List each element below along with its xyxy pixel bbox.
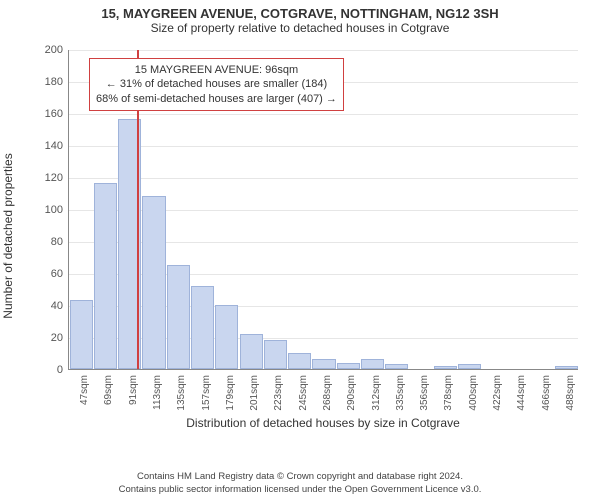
x-tick: 312sqm bbox=[371, 375, 382, 411]
bar bbox=[458, 364, 481, 369]
bar bbox=[361, 359, 384, 369]
bar bbox=[337, 363, 360, 369]
bar bbox=[434, 366, 457, 369]
bar bbox=[94, 183, 117, 369]
x-tick: 268sqm bbox=[322, 375, 333, 411]
y-tick: 40 bbox=[51, 300, 69, 312]
x-tick: 400sqm bbox=[468, 375, 479, 411]
footer-attribution: Contains HM Land Registry data © Crown c… bbox=[10, 471, 590, 496]
gridline bbox=[69, 50, 578, 51]
x-tick: 245sqm bbox=[298, 375, 309, 411]
bar bbox=[70, 300, 93, 369]
bar bbox=[215, 305, 238, 369]
bar bbox=[385, 364, 408, 369]
annot-line2: ← 31% of detached houses are smaller (18… bbox=[96, 77, 337, 91]
x-tick: 488sqm bbox=[565, 375, 576, 411]
gridline bbox=[69, 178, 578, 179]
y-tick: 180 bbox=[45, 76, 69, 88]
x-tick: 422sqm bbox=[492, 375, 503, 411]
y-tick: 200 bbox=[45, 44, 69, 56]
x-tick: 69sqm bbox=[103, 375, 114, 405]
bar bbox=[312, 359, 335, 369]
y-axis-label: Number of detached properties bbox=[1, 153, 15, 318]
y-tick: 100 bbox=[45, 204, 69, 216]
y-tick: 160 bbox=[45, 108, 69, 120]
bar bbox=[142, 196, 165, 369]
x-tick: 113sqm bbox=[152, 375, 163, 410]
x-tick: 466sqm bbox=[541, 375, 552, 411]
gridline bbox=[69, 114, 578, 115]
annotation-box: 15 MAYGREEN AVENUE: 96sqm ← 31% of detac… bbox=[89, 58, 344, 111]
y-tick: 0 bbox=[57, 364, 69, 376]
footer-line2: Contains public sector information licen… bbox=[10, 484, 590, 496]
x-tick: 378sqm bbox=[443, 375, 454, 411]
bar bbox=[264, 340, 287, 369]
x-tick: 179sqm bbox=[225, 375, 236, 411]
x-tick: 135sqm bbox=[176, 375, 187, 411]
bar bbox=[555, 366, 578, 369]
y-tick: 80 bbox=[51, 236, 69, 248]
page-subtitle: Size of property relative to detached ho… bbox=[0, 21, 600, 39]
y-tick: 20 bbox=[51, 332, 69, 344]
annot-line1: 15 MAYGREEN AVENUE: 96sqm bbox=[96, 63, 337, 77]
annot-line3: 68% of semi-detached houses are larger (… bbox=[96, 92, 337, 106]
y-tick: 60 bbox=[51, 268, 69, 280]
bar bbox=[191, 286, 214, 369]
x-tick: 290sqm bbox=[346, 375, 357, 411]
footer-line1: Contains HM Land Registry data © Crown c… bbox=[10, 471, 590, 483]
x-tick: 91sqm bbox=[128, 375, 139, 405]
bar bbox=[240, 334, 263, 369]
bar bbox=[167, 265, 190, 369]
x-tick: 223sqm bbox=[273, 375, 284, 411]
chart-container: Number of detached properties 15 MAYGREE… bbox=[28, 46, 584, 426]
x-tick: 47sqm bbox=[79, 375, 90, 405]
page-title: 15, MAYGREEN AVENUE, COTGRAVE, NOTTINGHA… bbox=[0, 0, 600, 21]
x-tick: 201sqm bbox=[249, 375, 260, 411]
x-tick: 444sqm bbox=[516, 375, 527, 411]
x-axis-label: Distribution of detached houses by size … bbox=[68, 416, 578, 430]
x-tick: 356sqm bbox=[419, 375, 430, 411]
x-tick: 157sqm bbox=[201, 375, 212, 411]
y-tick: 120 bbox=[45, 172, 69, 184]
plot-area: 15 MAYGREEN AVENUE: 96sqm ← 31% of detac… bbox=[68, 50, 578, 370]
x-tick: 335sqm bbox=[395, 375, 406, 411]
y-tick: 140 bbox=[45, 140, 69, 152]
bar bbox=[288, 353, 311, 369]
gridline bbox=[69, 146, 578, 147]
